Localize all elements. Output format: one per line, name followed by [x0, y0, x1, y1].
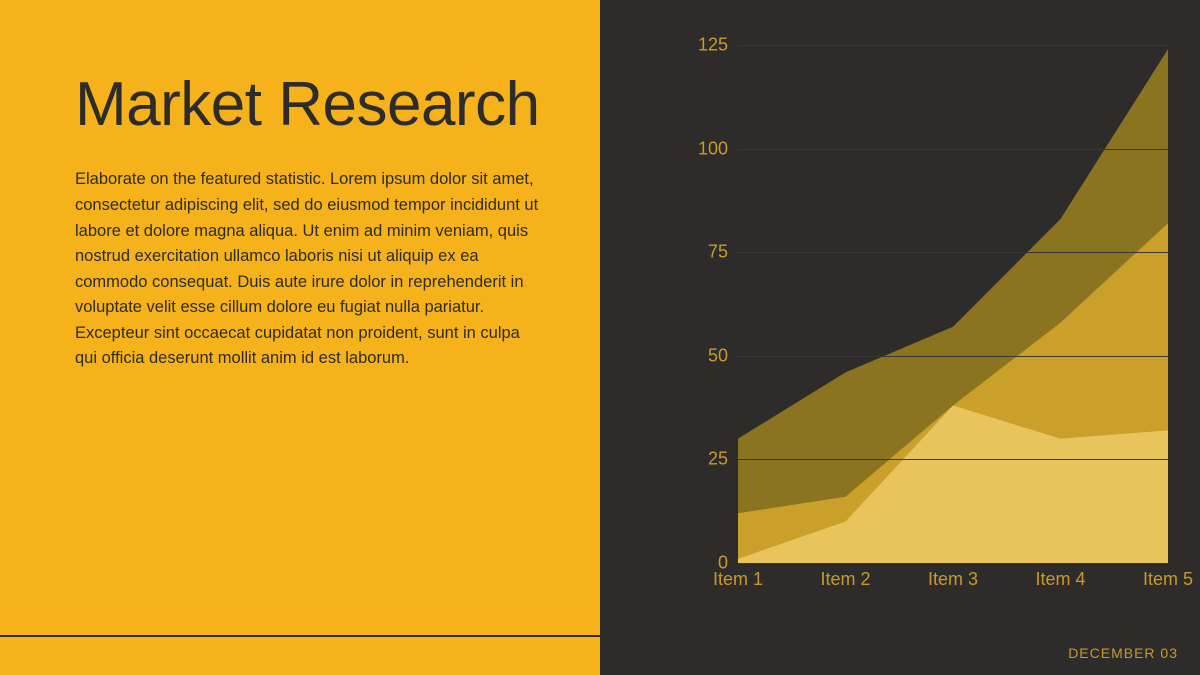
y-tick-label: 100	[678, 138, 728, 159]
x-tick-label: Item 3	[928, 569, 978, 590]
grid-line	[738, 149, 1168, 150]
y-tick-label: 125	[678, 35, 728, 56]
area-chart: 0255075100125 Item 1Item 2Item 3Item 4It…	[650, 45, 1180, 590]
slide-title: Market Research	[75, 70, 540, 139]
left-panel: Market Research Elaborate on the feature…	[0, 0, 600, 675]
y-tick-label: 50	[678, 345, 728, 366]
grid-line	[738, 252, 1168, 253]
x-tick-label: Item 5	[1143, 569, 1193, 590]
right-panel: 0255075100125 Item 1Item 2Item 3Item 4It…	[600, 0, 1200, 675]
x-tick-label: Item 1	[713, 569, 763, 590]
grid-line	[738, 563, 1168, 564]
grid-line	[738, 459, 1168, 460]
y-tick-label: 25	[678, 449, 728, 470]
grid-line	[738, 356, 1168, 357]
grid-line	[738, 45, 1168, 46]
y-tick-label: 75	[678, 242, 728, 263]
slide: Market Research Elaborate on the feature…	[0, 0, 1200, 675]
chart-plot-area	[738, 45, 1168, 563]
chart-svg	[738, 45, 1168, 563]
slide-body-text: Elaborate on the featured statistic. Lor…	[75, 167, 540, 372]
footer-divider	[0, 635, 1200, 637]
footer-date: DECEMBER 03	[1068, 645, 1178, 661]
x-tick-label: Item 4	[1035, 569, 1085, 590]
x-tick-label: Item 2	[820, 569, 870, 590]
